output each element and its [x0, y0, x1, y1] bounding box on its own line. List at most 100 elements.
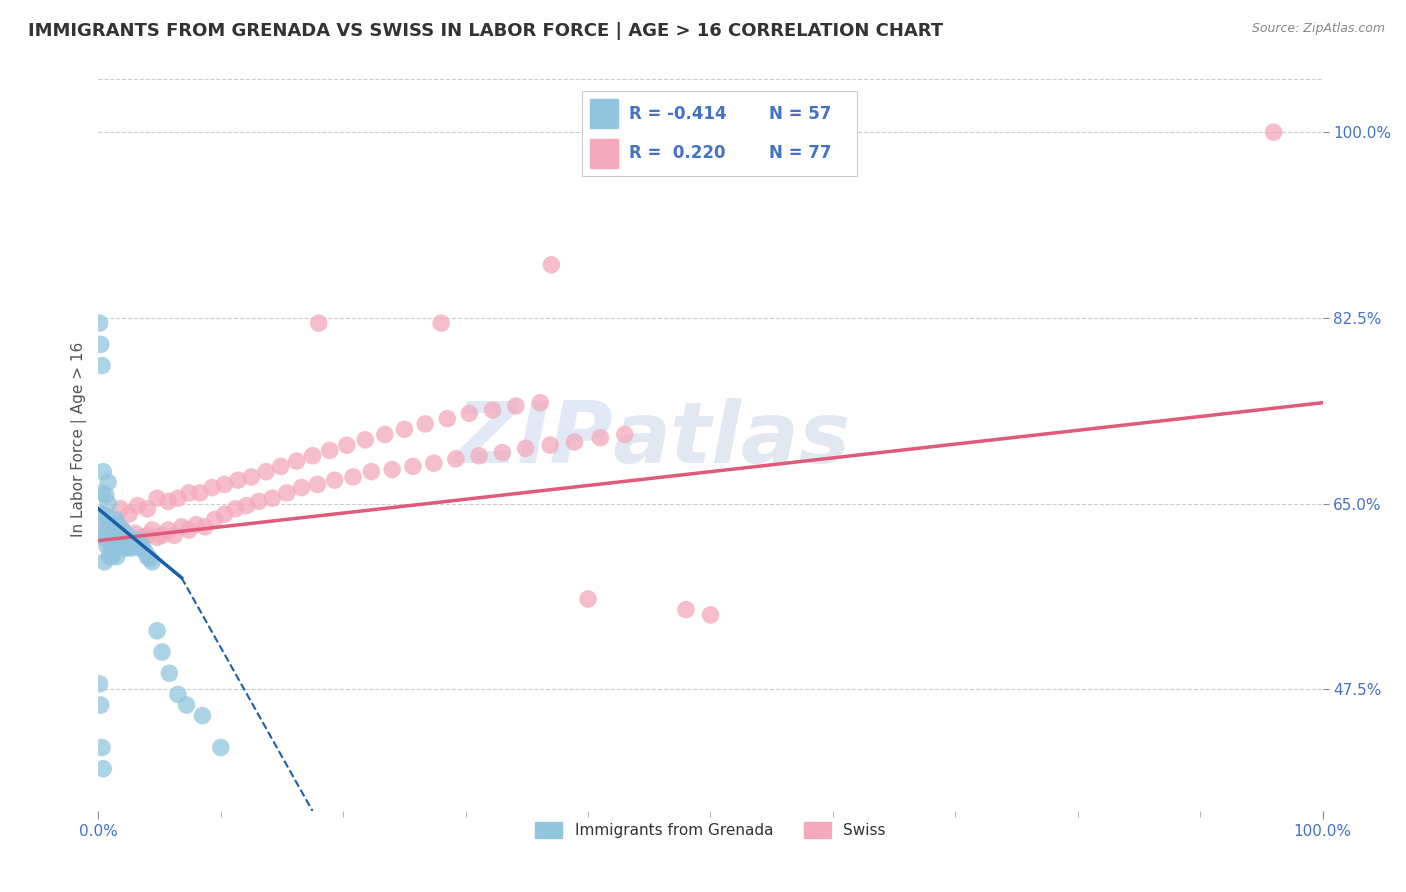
Text: atlas: atlas: [613, 399, 851, 482]
Point: [136, 528, 159, 542]
Point: [117, 528, 139, 542]
Point: [120, 539, 142, 553]
Point: [538, 438, 561, 452]
Text: ZIP: ZIP: [456, 399, 613, 482]
Point: [224, 501, 246, 516]
Point: [96, 539, 118, 553]
Point: [120, 541, 142, 555]
Point: [131, 531, 153, 545]
Point: [276, 486, 298, 500]
Point: [101, 517, 124, 532]
Point: [540, 258, 562, 272]
Point: [104, 512, 127, 526]
Point: [240, 470, 263, 484]
Point: [564, 434, 586, 449]
Point: [90, 337, 112, 351]
Point: [515, 442, 537, 456]
Point: [226, 473, 249, 487]
Point: [136, 501, 159, 516]
Point: [111, 523, 134, 537]
Point: [157, 666, 180, 681]
Point: [589, 431, 612, 445]
Point: [115, 541, 138, 555]
Point: [481, 403, 503, 417]
Point: [120, 537, 142, 551]
Point: [128, 533, 150, 548]
Point: [613, 427, 636, 442]
Point: [105, 549, 128, 564]
Point: [430, 316, 453, 330]
Point: [118, 531, 141, 545]
Point: [93, 531, 115, 545]
Point: [505, 399, 527, 413]
Point: [214, 477, 236, 491]
Point: [214, 507, 236, 521]
Point: [103, 520, 125, 534]
Text: IMMIGRANTS FROM GRENADA VS SWISS IN LABOR FORCE | AGE > 16 CORRELATION CHART: IMMIGRANTS FROM GRENADA VS SWISS IN LABO…: [28, 22, 943, 40]
Point: [319, 443, 342, 458]
Point: [308, 316, 330, 330]
Point: [107, 539, 129, 553]
Point: [91, 486, 114, 500]
Point: [114, 537, 136, 551]
Point: [100, 528, 122, 542]
Point: [444, 452, 467, 467]
Point: [91, 762, 114, 776]
Point: [105, 526, 128, 541]
Point: [529, 395, 551, 409]
Point: [121, 533, 143, 548]
Point: [101, 549, 124, 564]
Point: [360, 465, 382, 479]
Point: [96, 523, 118, 537]
Point: [285, 454, 308, 468]
Point: [91, 359, 114, 373]
Point: [468, 449, 491, 463]
Point: [134, 544, 156, 558]
Point: [89, 677, 111, 691]
Point: [93, 555, 115, 569]
Point: [124, 539, 146, 553]
Point: [139, 551, 162, 566]
Point: [394, 422, 416, 436]
Point: [91, 517, 114, 532]
Point: [204, 512, 226, 526]
Point: [110, 537, 132, 551]
Point: [122, 537, 145, 551]
Point: [262, 491, 284, 506]
Point: [163, 528, 186, 542]
Point: [381, 462, 404, 476]
Point: [110, 531, 132, 545]
Point: [131, 539, 153, 553]
Point: [146, 624, 169, 638]
Point: [201, 481, 224, 495]
Point: [146, 531, 169, 545]
Point: [91, 740, 114, 755]
Point: [110, 539, 132, 553]
Point: [98, 523, 121, 537]
Point: [576, 592, 599, 607]
Point: [94, 509, 117, 524]
Point: [491, 445, 513, 459]
Point: [254, 465, 277, 479]
Legend: Immigrants from Grenada, Swiss: Immigrants from Grenada, Swiss: [529, 816, 891, 845]
Point: [91, 528, 114, 542]
Point: [118, 533, 141, 548]
Point: [110, 501, 132, 516]
Point: [290, 481, 312, 495]
Point: [157, 523, 180, 537]
Point: [94, 488, 117, 502]
Point: [323, 473, 346, 487]
Point: [91, 465, 114, 479]
Text: Source: ZipAtlas.com: Source: ZipAtlas.com: [1251, 22, 1385, 36]
Point: [354, 433, 377, 447]
Point: [129, 541, 152, 555]
Point: [402, 459, 425, 474]
Point: [177, 523, 200, 537]
Point: [141, 523, 163, 537]
Point: [1263, 125, 1285, 139]
Point: [167, 491, 190, 506]
Point: [436, 411, 458, 425]
Point: [191, 708, 214, 723]
Point: [114, 533, 136, 548]
Point: [270, 459, 292, 474]
